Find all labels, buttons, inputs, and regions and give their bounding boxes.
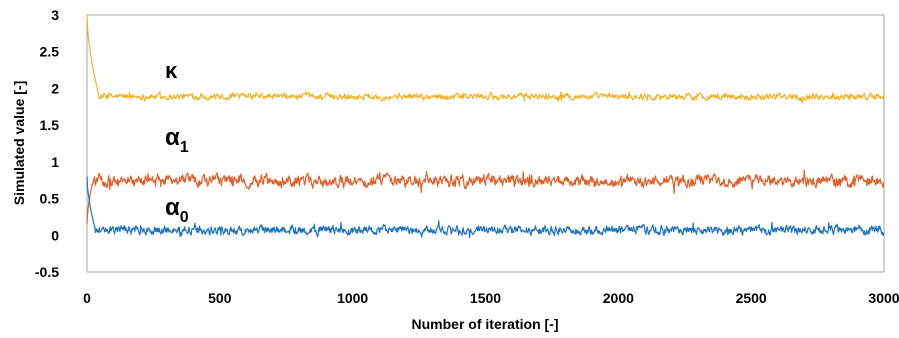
y-tick-label: 1 — [51, 154, 59, 170]
series-layer — [86, 14, 885, 239]
alpha1-base: α — [165, 124, 180, 151]
series-label-alpha0: α0 — [165, 194, 189, 226]
x-tick-label: 0 — [83, 290, 91, 306]
y-axis-ticks: -0.5 0 0.5 1 1.5 2 2.5 3 — [35, 7, 59, 280]
alpha0-subscript: 0 — [180, 209, 189, 226]
alpha1-subscript: 1 — [180, 139, 189, 156]
x-tick-label: 1500 — [470, 290, 501, 306]
x-tick-label: 2000 — [603, 290, 634, 306]
series-label-kappa: κ — [165, 58, 178, 83]
y-tick-label: 0.5 — [40, 191, 60, 207]
y-axis-title: Simulated value [-] — [11, 81, 27, 205]
alpha0-base: α — [165, 194, 180, 221]
series-line-2 — [86, 176, 885, 239]
series-label-alpha1: α1 — [165, 124, 189, 156]
x-tick-label: 3000 — [868, 290, 899, 306]
x-axis-ticks: 0 500 1000 1500 2000 2500 3000 — [83, 290, 899, 306]
y-tick-label: 1.5 — [40, 117, 60, 133]
plot-area — [86, 14, 885, 273]
x-tick-label: 500 — [208, 290, 232, 306]
y-tick-label: 2.5 — [40, 44, 60, 60]
y-tick-label: -0.5 — [35, 264, 59, 280]
series-line-1 — [86, 169, 885, 225]
x-axis-title: Number of iteration [-] — [412, 316, 559, 332]
series-line-0 — [86, 14, 885, 104]
x-tick-label: 1000 — [337, 290, 368, 306]
x-tick-label: 2500 — [736, 290, 767, 306]
y-tick-label: 3 — [51, 7, 59, 23]
y-tick-label: 2 — [51, 80, 59, 96]
y-tick-label: 0 — [51, 227, 59, 243]
